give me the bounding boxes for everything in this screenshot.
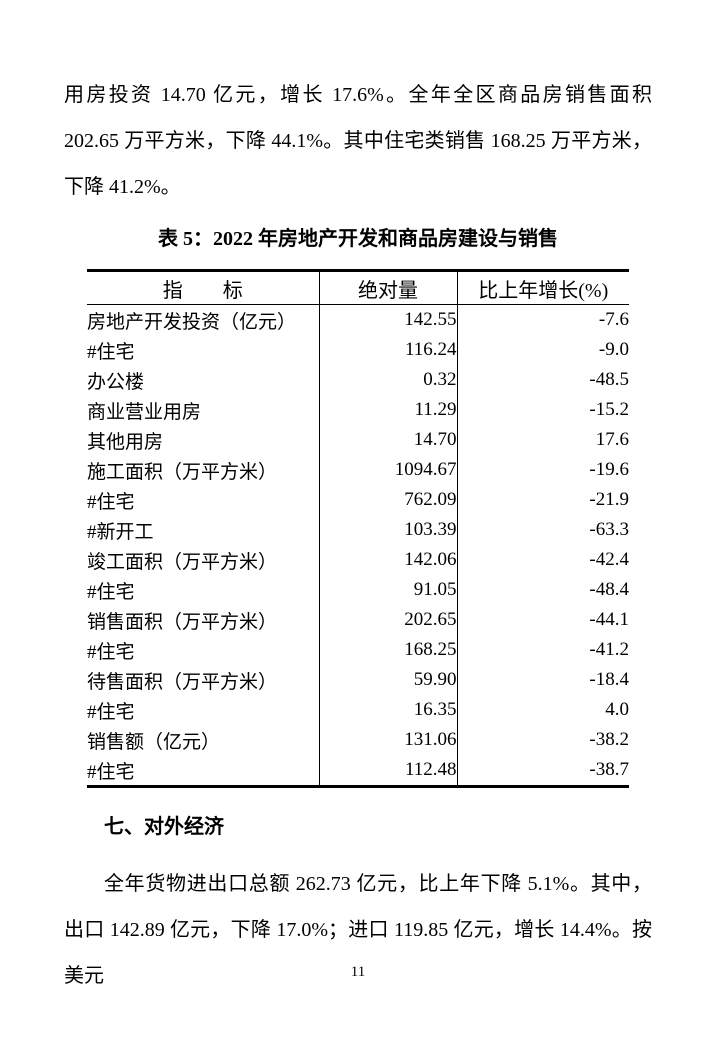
growth-value-cell: -48.4 (456, 575, 629, 605)
absolute-value-cell: 91.05 (318, 575, 457, 605)
statistics-table: 指 标 绝对量 比上年增长(%) 房地产开发投资（亿元） 142.55 -7.6 #住… (87, 269, 629, 788)
growth-value-cell: 17.6 (456, 425, 629, 455)
absolute-value-cell: 142.55 (318, 304, 457, 335)
table-row: 销售面积（万平方米） 202.65 -44.1 (87, 605, 629, 635)
growth-value-cell: -44.1 (456, 605, 629, 635)
table-title: 表 5：2022 年房地产开发和商品房建设与销售 (158, 228, 558, 250)
absolute-value-cell: 131.06 (318, 725, 457, 755)
indicator-cell: #住宅 (87, 701, 135, 723)
absolute-value-cell: 116.24 (318, 335, 457, 365)
table-row: #住宅 116.24 -9.0 (87, 335, 629, 365)
header-indicator: 指 标 (162, 279, 243, 302)
growth-value-cell: 4.0 (456, 695, 629, 725)
paragraph-top: 用房投资 14.70 亿元，增长 17.6%。全年全区商品房销售面积 202.6… (64, 84, 652, 198)
absolute-value-cell: 14.70 (318, 425, 457, 455)
table-row: #住宅 16.35 4.0 (87, 695, 629, 725)
table-row: #住宅 168.25 -41.2 (87, 635, 629, 665)
absolute-value-cell: 202.65 (318, 605, 457, 635)
indicator-cell: 施工面积（万平方米） (87, 461, 278, 483)
table-row: 办公楼 0.32 -48.5 (87, 365, 629, 395)
growth-value-cell: -63.3 (456, 515, 629, 545)
indicator-cell: #住宅 (87, 581, 135, 603)
indicator-cell: #住宅 (87, 641, 135, 663)
page-number: 11 (350, 964, 366, 980)
table-row: 销售额（亿元） 131.06 -38.2 (87, 725, 629, 755)
absolute-value-cell: 762.09 (318, 485, 457, 515)
table-row: #住宅 112.48 -38.7 (87, 755, 629, 787)
table-row: 房地产开发投资（亿元） 142.55 -7.6 (87, 304, 629, 335)
absolute-value-cell: 11.29 (318, 395, 457, 425)
table-row: 商业营业用房 11.29 -15.2 (87, 395, 629, 425)
table-header: 指 标 绝对量 比上年增长(%) (87, 270, 629, 305)
absolute-value-cell: 16.35 (318, 695, 457, 725)
table-row: #住宅 91.05 -48.4 (87, 575, 629, 605)
indicator-cell: 商业营业用房 (87, 401, 202, 423)
indicator-cell: #新开工 (87, 521, 154, 543)
section-heading: 七、对外经济 (104, 816, 224, 838)
absolute-value-cell: 168.25 (318, 635, 457, 665)
indicator-cell: #住宅 (87, 761, 135, 783)
growth-value-cell: -38.7 (456, 755, 629, 787)
header-growth: 比上年增长(%) (456, 270, 629, 305)
indicator-cell: 销售额（亿元） (87, 731, 221, 753)
growth-value-cell: -48.5 (456, 365, 629, 395)
indicator-cell: 房地产开发投资（亿元） (87, 311, 297, 333)
indicator-cell: #住宅 (87, 491, 135, 513)
growth-value-cell: -41.2 (456, 635, 629, 665)
growth-value-cell: -19.6 (456, 455, 629, 485)
header-absolute: 绝对量 (318, 270, 457, 305)
indicator-cell: 待售面积（万平方米） (87, 671, 278, 693)
growth-value-cell: -15.2 (456, 395, 629, 425)
growth-value-cell: -21.9 (456, 485, 629, 515)
table-row: #住宅 762.09 -21.9 (87, 485, 629, 515)
table-header-row: 指 标 绝对量 比上年增长(%) (87, 270, 629, 305)
table-body: 房地产开发投资（亿元） 142.55 -7.6 #住宅 116.24 -9.0 办公楼 0.3… (87, 304, 629, 787)
table-row: 竣工面积（万平方米） 142.06 -42.4 (87, 545, 629, 575)
page-content: 用房投资 14.70 亿元，增长 17.6%。全年全区商品房销售面积 202.6… (64, 84, 652, 987)
absolute-value-cell: 142.06 (318, 545, 457, 575)
indicator-cell: #住宅 (87, 341, 135, 363)
absolute-value-cell: 0.32 (318, 365, 457, 395)
indicator-cell: 竣工面积（万平方米） (87, 551, 278, 573)
growth-value-cell: -9.0 (456, 335, 629, 365)
absolute-value-cell: 59.90 (318, 665, 457, 695)
absolute-value-cell: 1094.67 (318, 455, 457, 485)
absolute-value-cell: 103.39 (318, 515, 457, 545)
indicator-cell: 办公楼 (87, 371, 145, 393)
table-row: 施工面积（万平方米） 1094.67 -19.6 (87, 455, 629, 485)
indicator-cell: 其他用房 (87, 431, 164, 453)
absolute-value-cell: 112.48 (318, 755, 457, 787)
growth-value-cell: -7.6 (456, 304, 629, 335)
indicator-cell: 销售面积（万平方米） (87, 611, 278, 633)
table-row: #新开工 103.39 -63.3 (87, 515, 629, 545)
growth-value-cell: -18.4 (456, 665, 629, 695)
table-row: 其他用房 14.70 17.6 (87, 425, 629, 455)
paragraph-bottom: 全年货物进出口总额 262.73 亿元，比上年下降 5.1%。其中，出口 142… (64, 873, 652, 987)
growth-value-cell: -42.4 (456, 545, 629, 575)
growth-value-cell: -38.2 (456, 725, 629, 755)
table-row: 待售面积（万平方米） 59.90 -18.4 (87, 665, 629, 695)
